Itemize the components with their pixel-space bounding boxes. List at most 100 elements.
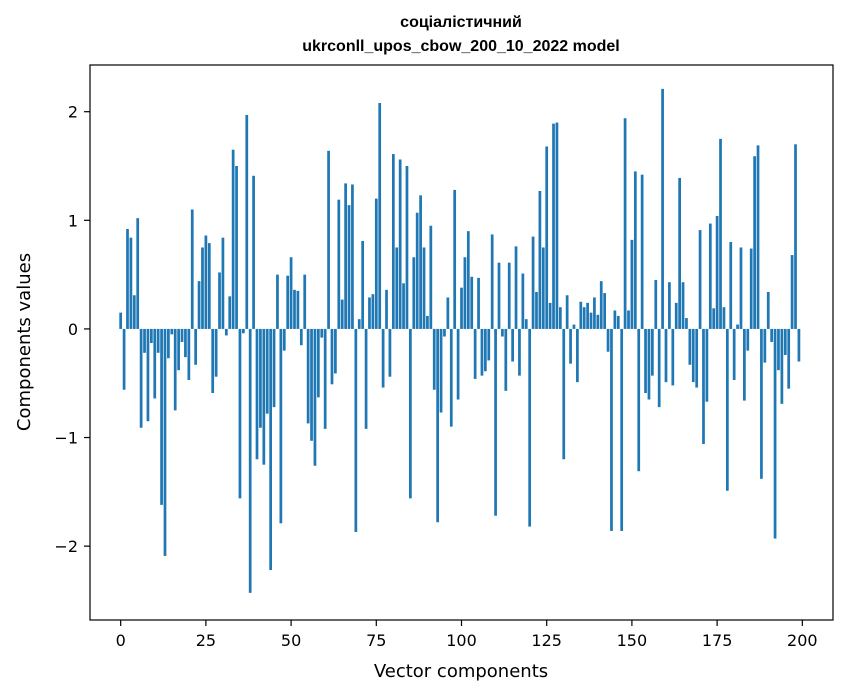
- bar-195: [783, 328, 787, 355]
- bar-88: [419, 195, 422, 329]
- bar-177: [722, 307, 726, 329]
- bar-146: [616, 315, 620, 329]
- x-tick-label: 150: [617, 631, 648, 650]
- bar-13: [163, 328, 167, 556]
- bar-23: [197, 281, 201, 329]
- bar-105: [477, 277, 480, 329]
- bar-97: [449, 328, 453, 427]
- bar-15: [170, 328, 174, 335]
- bar-83: [402, 283, 405, 329]
- bar-94: [439, 328, 443, 413]
- bar-36: [242, 328, 245, 334]
- bar-130: [562, 328, 566, 460]
- bar-171: [702, 328, 705, 445]
- bar-144: [610, 328, 613, 531]
- bar-14: [167, 328, 170, 359]
- bar-138: [589, 312, 593, 329]
- bar-153: [640, 174, 644, 329]
- bar-182: [739, 247, 743, 329]
- bar-73: [368, 297, 371, 329]
- bar-52: [296, 290, 300, 329]
- bar-24: [201, 247, 204, 329]
- x-tick-label: 200: [787, 631, 818, 650]
- bar-48: [282, 328, 286, 351]
- bar-116: [514, 246, 518, 329]
- bar-22: [194, 328, 198, 365]
- bar-157: [654, 280, 658, 329]
- bar-187: [756, 145, 760, 329]
- bar-19: [184, 328, 187, 358]
- bar-131: [565, 295, 569, 329]
- bar-166: [685, 318, 688, 329]
- bar-113: [504, 328, 508, 391]
- bar-150: [630, 239, 634, 329]
- bar-1: [122, 328, 126, 390]
- bar-90: [426, 315, 429, 329]
- bar-5: [136, 218, 140, 329]
- bar-126: [548, 302, 552, 329]
- bar-69: [354, 328, 358, 533]
- bar-78: [385, 289, 388, 329]
- bar-186: [753, 156, 756, 329]
- bar-41: [259, 328, 262, 428]
- bar-143: [606, 328, 610, 352]
- bar-63: [334, 328, 337, 374]
- bar-4: [132, 295, 136, 329]
- y-tick-label: 1: [68, 211, 78, 230]
- bar-74: [371, 294, 375, 329]
- bar-61: [327, 150, 330, 329]
- bar-70: [357, 319, 361, 329]
- bar-109: [490, 234, 494, 329]
- y-tick-label: −1: [54, 429, 78, 448]
- bar-7: [143, 328, 146, 353]
- bar-106: [480, 328, 484, 376]
- bar-139: [593, 297, 596, 329]
- bar-76: [378, 103, 382, 329]
- bar-64: [337, 199, 341, 329]
- bar-148: [623, 118, 627, 329]
- bar-40: [255, 328, 259, 460]
- bar-170: [698, 230, 702, 329]
- y-tick-label: 0: [68, 320, 78, 339]
- bar-10: [153, 328, 157, 399]
- bar-96: [446, 297, 450, 329]
- bar-172: [705, 328, 709, 402]
- x-axis-label: Vector components: [374, 661, 548, 682]
- chart-subtitle: ukrconll_upos_cbow_200_10_2022 model: [302, 38, 619, 55]
- x-axis-ticks: 0 25 50 75 100 125 150 175 200: [116, 620, 818, 650]
- bar-34: [235, 166, 238, 329]
- bar-174: [712, 308, 716, 329]
- bar-145: [613, 310, 617, 329]
- bar-16: [173, 328, 177, 411]
- bar-122: [535, 292, 538, 329]
- bar-11: [156, 328, 160, 353]
- bars-group: [119, 88, 801, 593]
- bar-180: [732, 328, 736, 380]
- y-tick-label: −2: [54, 537, 78, 556]
- bar-115: [511, 328, 514, 362]
- bar-176: [719, 138, 722, 329]
- bar-184: [746, 328, 750, 351]
- bar-56: [310, 328, 313, 441]
- bar-111: [497, 262, 501, 329]
- bar-188: [760, 328, 763, 479]
- bar-55: [306, 328, 310, 424]
- bar-140: [596, 314, 600, 329]
- bar-77: [381, 328, 385, 388]
- bar-107: [483, 328, 487, 372]
- bar-168: [691, 328, 695, 383]
- bar-159: [661, 88, 664, 329]
- bar-30: [221, 237, 225, 329]
- bar-91: [429, 225, 433, 329]
- x-tick-label: 50: [281, 631, 301, 650]
- bar-162: [671, 328, 675, 386]
- bar-152: [637, 328, 641, 472]
- bar-43: [265, 328, 269, 414]
- bar-20: [187, 328, 191, 380]
- bar-158: [657, 328, 661, 408]
- bar-178: [725, 328, 729, 491]
- bar-80: [391, 154, 395, 329]
- bar-82: [398, 159, 402, 329]
- bar-71: [361, 240, 365, 329]
- bar-108: [487, 328, 491, 361]
